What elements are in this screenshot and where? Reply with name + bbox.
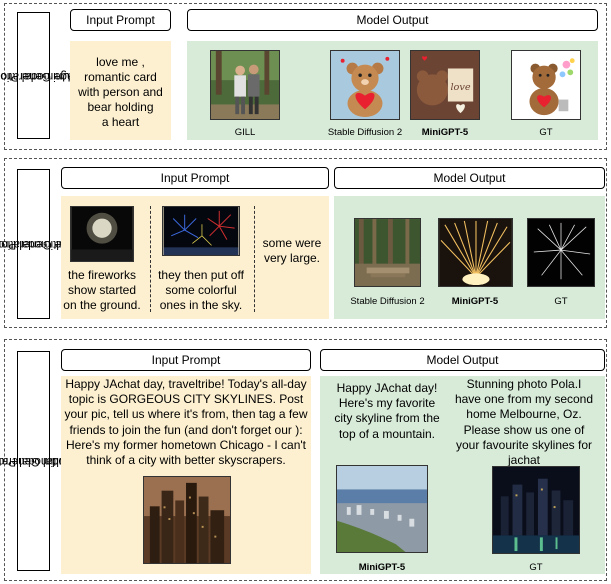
- caption-gt: GT: [529, 562, 543, 573]
- input-prompt-header: Input Prompt: [70, 9, 171, 31]
- svg-text:love: love: [450, 82, 470, 93]
- prompt-line: think of a city with better skyscrapers.: [86, 453, 286, 468]
- sd2-output-image: [330, 50, 400, 120]
- output-line: Happy JAchat day!: [336, 381, 438, 395]
- side-label-panel2: Multimodal PromptImage Generation: [0, 169, 87, 319]
- output-line: Please show us one of: [463, 422, 585, 437]
- minigpt5-output-text: Happy JAchat day! Here's my favorite cit…: [322, 381, 452, 442]
- prompt-line: Here's my former hometown Chicago - I ca…: [66, 437, 306, 452]
- panel-multimodal-multimodal-generation: [4, 339, 607, 581]
- caption-minigpt5: MiniGPT-5: [358, 562, 406, 573]
- gt-output-image: [492, 466, 580, 554]
- caption-minigpt5: MiniGPT-5: [421, 127, 469, 138]
- prompt-line: some were: [262, 236, 322, 250]
- prompt-line: topic is GORGEOUS CITY SKYLINES. Post: [68, 392, 304, 407]
- panel-multimodal-image-generation: [4, 158, 607, 328]
- chicago-input-image: [143, 476, 231, 564]
- prompt-text: Happy JAchat day, traveltribe! Today's a…: [61, 377, 311, 468]
- model-output-header: Model Output: [320, 349, 605, 371]
- prompt-text-3: some were very large.: [256, 236, 328, 266]
- caption-minigpt5: MiniGPT-5: [451, 296, 499, 307]
- prompt-line: romantic card: [84, 70, 157, 84]
- output-line: home Melbourne, Oz.: [466, 407, 582, 422]
- minigpt5-output-image: love: [410, 50, 480, 120]
- prompt-text: love me , romantic card with person and …: [70, 55, 171, 130]
- gt-output-image: [527, 218, 595, 287]
- prompt-line: a heart: [101, 115, 140, 129]
- prompt-line: some colorful: [165, 283, 237, 297]
- model-output-header: Model Output: [187, 9, 598, 31]
- prompt-line: on the ground.: [63, 298, 141, 312]
- input-prompt-header: Input Prompt: [61, 349, 311, 371]
- output-line: Here's my favorite: [338, 396, 436, 411]
- prompt-line: the fireworks: [67, 268, 137, 282]
- side-label-panel1: Unimodal PromptImage Generation: [0, 12, 87, 139]
- gill-output-image: [210, 50, 280, 120]
- input-prompt-area: [70, 41, 171, 140]
- caption-gt: GT: [554, 296, 568, 307]
- fireworks-sky-image: [162, 206, 240, 256]
- minigpt5-output-image: [438, 218, 513, 287]
- prompt-line: bear holding: [87, 100, 154, 114]
- gt-output-text: Stunning photo Pola.I have one from my s…: [445, 377, 603, 468]
- prompt-line: your pic, tell us where it's from, then …: [64, 407, 308, 422]
- prompt-line: show started: [67, 283, 137, 297]
- output-line: your favourite skylines for: [455, 437, 593, 452]
- prompt-text-2: they then put off some colorful ones in …: [152, 268, 250, 313]
- prompt-line: love me ,: [96, 55, 145, 69]
- side-label-panel3: Multimodal PromptMultimodal Generation: [0, 351, 98, 571]
- prompt-line: ones in the sky.: [159, 298, 243, 312]
- minigpt5-output-image: [336, 465, 428, 553]
- output-line: have one from my second: [454, 392, 594, 407]
- output-line: jachat: [507, 453, 541, 468]
- prompt-line: they then put off: [158, 268, 244, 282]
- output-line: city skyline from the: [334, 411, 440, 426]
- prompt-line: Happy JAchat day, traveltribe! Today's a…: [65, 377, 307, 391]
- output-line: top of a mountain.: [338, 426, 436, 441]
- prompt-line: with person and: [78, 85, 163, 99]
- model-output-header: Model Output: [334, 167, 605, 189]
- prompt-line: friends to join the fun (and don't forge…: [69, 422, 303, 437]
- output-line: Stunning photo Pola.I: [466, 377, 582, 391]
- divider: [254, 206, 255, 312]
- sd2-output-image: [354, 218, 421, 287]
- input-prompt-header: Input Prompt: [61, 167, 329, 189]
- prompt-text-1: the fireworks show started on the ground…: [62, 268, 142, 313]
- gt-output-image: [511, 50, 581, 120]
- prompt-line: very large.: [263, 251, 321, 265]
- caption-stable-diffusion-2: Stable Diffusion 2: [350, 296, 425, 307]
- caption-gt: GT: [539, 127, 553, 138]
- caption-stable-diffusion-2: Stable Diffusion 2: [327, 127, 403, 138]
- divider: [150, 206, 151, 312]
- caption-gill: GILL: [234, 127, 256, 138]
- panel-unimodal-image-generation: [4, 3, 607, 150]
- fireworks-ground-image: [70, 206, 134, 262]
